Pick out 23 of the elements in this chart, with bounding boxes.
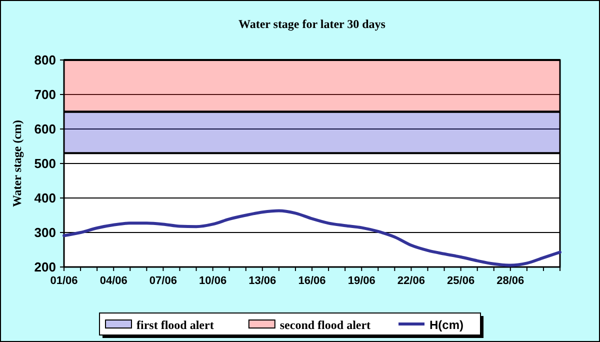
x-tick-label: 04/06	[100, 275, 128, 287]
y-tick-label: 200	[34, 260, 56, 274]
y-tick-label: 800	[34, 52, 56, 68]
x-tick-label: 19/06	[348, 275, 376, 287]
line-series	[62, 209, 562, 267]
y-axis-title: Water stage (cm)	[10, 120, 24, 208]
x-tick-label: 16/06	[298, 275, 326, 287]
y-tick-label: 500	[34, 156, 56, 171]
x-tick-label: 01/06	[50, 275, 78, 287]
legend-label: H(cm)	[430, 318, 464, 332]
x-tick-label: 25/06	[447, 275, 475, 287]
x-tick-label: 13/06	[248, 275, 276, 287]
x-tick-label: 10/06	[199, 275, 227, 287]
y-tick-label: 600	[34, 122, 56, 136]
legend-label: second flood alert	[280, 318, 371, 332]
chart-title: Water stage for later 30 days	[238, 17, 386, 31]
x-tick-label: 22/06	[397, 275, 425, 287]
x-tick-label: 28/06	[496, 275, 524, 287]
y-tick-label: 700	[34, 87, 56, 102]
y-tick-label: 400	[34, 190, 56, 206]
legend-label: first flood alert	[136, 318, 214, 332]
y-tick-label: 300	[34, 225, 56, 240]
x-tick-label: 07/06	[149, 275, 177, 287]
